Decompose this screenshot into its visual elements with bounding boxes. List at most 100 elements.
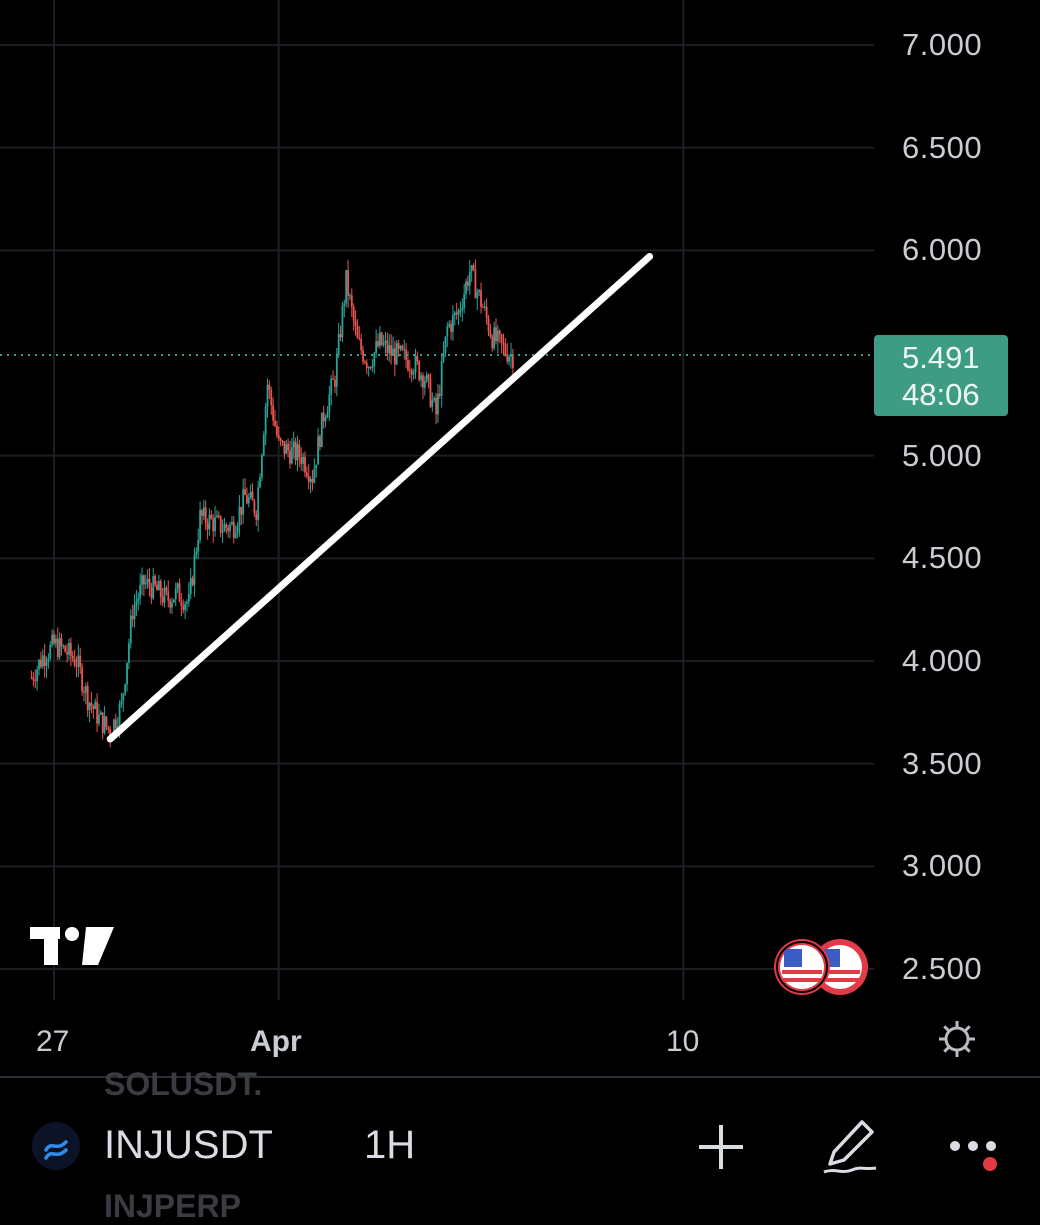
candle-body [249, 491, 252, 498]
price-tick-label: 3.000 [902, 848, 983, 884]
candle-body [178, 583, 181, 602]
candle-body [122, 693, 125, 701]
candle-body [131, 615, 134, 620]
candle-body [208, 514, 211, 530]
candle-body [435, 398, 437, 415]
candle-body [408, 370, 411, 372]
candle-body [330, 378, 333, 395]
candle-body [260, 455, 263, 478]
candle-body [453, 312, 456, 316]
candle-body [262, 435, 265, 456]
candle-body [483, 306, 486, 308]
candle-body [455, 312, 458, 315]
candle-body [133, 605, 136, 620]
candle-body [264, 406, 267, 436]
candle-body [429, 378, 432, 407]
candle-body [251, 491, 254, 501]
candle-body [504, 344, 507, 354]
candle-series [30, 259, 514, 748]
candle-body [212, 518, 215, 532]
candle-body [478, 290, 481, 293]
candle-body [182, 605, 185, 610]
candle-body [495, 327, 497, 342]
candle-body [313, 468, 316, 483]
candle-body [352, 306, 355, 321]
candle-body [96, 701, 98, 724]
candle-body [113, 719, 115, 736]
candle-body [180, 601, 183, 606]
candle-body [227, 527, 230, 532]
us-flag-icons[interactable] [768, 936, 874, 998]
candle-body [461, 308, 464, 311]
candle-body [54, 638, 57, 644]
candle-body [356, 326, 359, 339]
candle-body [167, 591, 170, 601]
candle-body [69, 642, 72, 656]
candle-body [137, 598, 140, 602]
candle-body [339, 333, 342, 338]
candle-body [41, 655, 44, 667]
candle-body [326, 412, 329, 418]
candle-body [401, 346, 404, 350]
candle-body [373, 352, 376, 367]
candle-body [68, 642, 70, 655]
candle-body [506, 353, 509, 362]
candle-body [172, 599, 175, 603]
injective-icon[interactable] [32, 1122, 80, 1170]
candle-body [157, 581, 160, 591]
candle-body [199, 510, 201, 541]
candle-body [36, 669, 39, 681]
candle-body [214, 517, 216, 532]
candle-body [58, 638, 61, 657]
candle-body [202, 507, 205, 516]
candle-body [84, 685, 87, 693]
candle-body [360, 339, 363, 351]
candle-body [487, 318, 490, 332]
candle-body [184, 603, 187, 610]
interval-selector[interactable]: 1H [364, 1123, 416, 1167]
candle-body [320, 412, 323, 448]
candle-body [380, 332, 383, 345]
price-tick-label: 5.000 [902, 437, 983, 473]
candle-body [367, 367, 370, 369]
price-chart[interactable] [0, 0, 1040, 1200]
gear-icon[interactable] [936, 1018, 978, 1060]
candle-body [444, 336, 447, 353]
trendline[interactable] [106, 252, 654, 743]
symbol-name[interactable]: INJUSDT [104, 1123, 273, 1167]
more-dots-icon[interactable] [946, 1136, 1004, 1176]
candle-body [126, 662, 128, 685]
candle-body [272, 405, 275, 421]
candle-body [66, 651, 69, 655]
candle-body [491, 336, 494, 349]
candle-body [345, 270, 348, 304]
candle-body [386, 340, 389, 354]
candle-body [143, 575, 145, 585]
candle-body [176, 583, 179, 589]
candle-body [304, 456, 306, 473]
candle-body [124, 684, 127, 694]
candle-body [470, 265, 473, 272]
candle-body [81, 667, 83, 692]
candle-body [476, 292, 479, 299]
candle-body [446, 326, 449, 337]
candle-body [433, 398, 436, 401]
candle-body [349, 295, 351, 297]
candle-body [328, 394, 331, 413]
candle-body [307, 476, 310, 482]
candle-body [468, 271, 471, 286]
candle-body [128, 643, 130, 663]
bar-countdown: 48:06 [902, 377, 980, 412]
candle-body [364, 361, 366, 363]
candle-body [73, 658, 76, 666]
pen-icon[interactable] [820, 1114, 880, 1176]
candle-body [382, 342, 385, 345]
candle-body [474, 269, 477, 299]
candle-body [195, 551, 198, 555]
candle-body [467, 281, 469, 286]
candle-body [489, 331, 492, 337]
candle-body [511, 354, 514, 368]
candle-body [425, 374, 428, 382]
candle-body [481, 306, 484, 308]
plus-icon[interactable] [696, 1122, 746, 1172]
